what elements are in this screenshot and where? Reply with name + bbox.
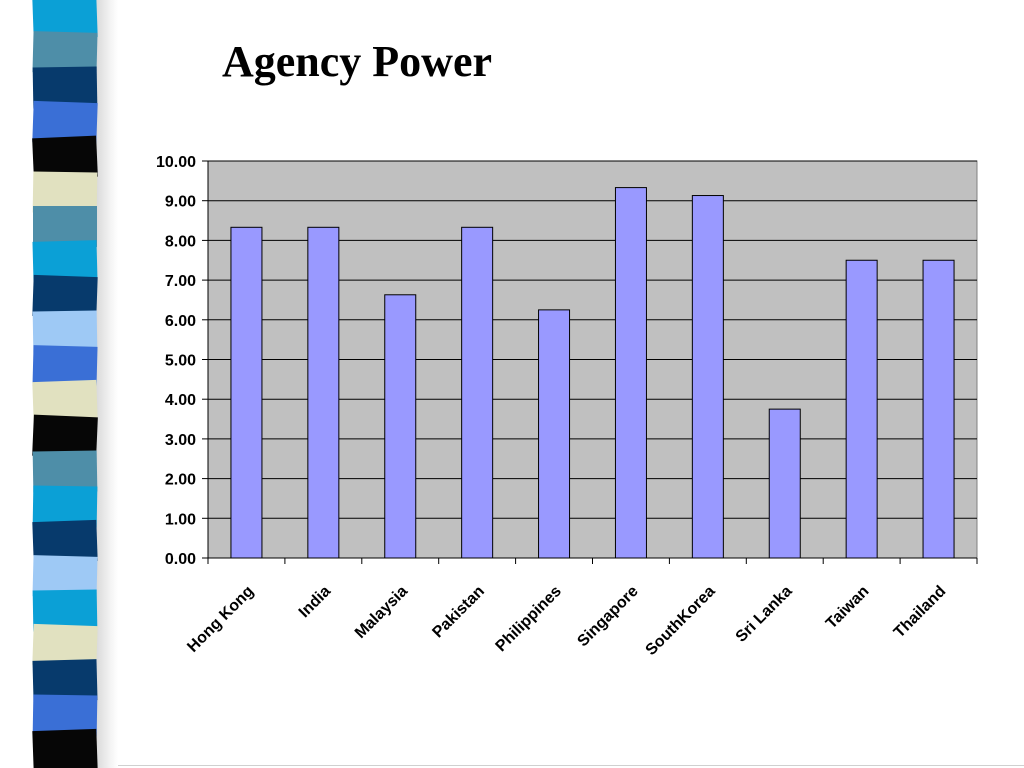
y-tick-label: 0.00 xyxy=(165,551,196,568)
bar xyxy=(845,259,878,559)
x-category-label: SouthKorea xyxy=(643,583,719,659)
y-tick-label: 8.00 xyxy=(165,233,196,250)
x-category-label: Taiwan xyxy=(823,583,873,633)
bar xyxy=(230,226,263,559)
bar xyxy=(384,294,417,559)
x-category-label: Malaysia xyxy=(352,583,411,642)
x-category-label: Sri Lanka xyxy=(733,583,796,646)
x-category-label: Philippines xyxy=(493,583,565,655)
bar xyxy=(538,309,571,559)
y-tick-label: 9.00 xyxy=(165,194,196,211)
bar xyxy=(614,187,647,559)
decorative-stripe-bar xyxy=(0,0,118,768)
y-tick-label: 4.00 xyxy=(165,392,196,409)
x-category-label: Singapore xyxy=(574,583,641,650)
x-category-label: Hong Kong xyxy=(184,583,257,656)
y-tick-label: 6.00 xyxy=(165,313,196,330)
y-tick-label: 7.00 xyxy=(165,273,196,290)
bar xyxy=(691,195,724,559)
y-tick-label: 3.00 xyxy=(165,432,196,449)
x-category-label: Thailand xyxy=(891,583,950,642)
slide-bottom-divider xyxy=(118,765,1024,766)
slide-title: Agency Power xyxy=(222,37,493,86)
bar xyxy=(461,226,494,559)
y-tick-label: 1.00 xyxy=(165,511,196,528)
x-category-label: India xyxy=(296,583,334,621)
bar xyxy=(307,226,340,559)
x-category-label: Pakistan xyxy=(429,583,488,642)
bar xyxy=(922,259,955,559)
bar xyxy=(768,408,801,559)
y-tick-label: 5.00 xyxy=(165,353,196,370)
y-tick-label: 2.00 xyxy=(165,472,196,489)
y-tick-label: 10.00 xyxy=(156,154,196,171)
